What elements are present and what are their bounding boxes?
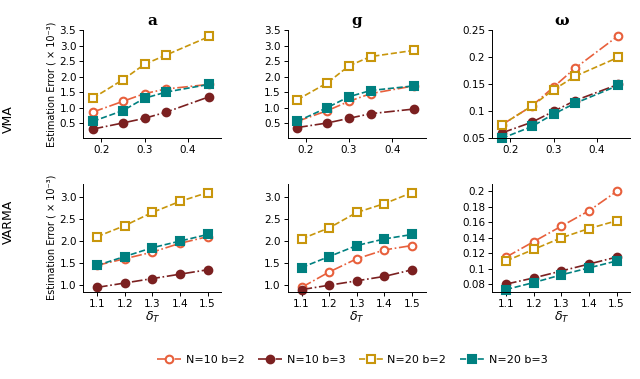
Y-axis label: Estimation Error ( × 10⁻³): Estimation Error ( × 10⁻³) — [47, 175, 57, 301]
Legend: N=10 b=2, N=10 b=3, N=20 b=2, N=20 b=3: N=10 b=2, N=10 b=3, N=20 b=2, N=20 b=3 — [152, 351, 552, 370]
X-axis label: $\delta_T$: $\delta_T$ — [145, 310, 160, 325]
Title: ω: ω — [554, 14, 568, 28]
Text: VARMA: VARMA — [2, 200, 15, 244]
X-axis label: $\delta_T$: $\delta_T$ — [554, 310, 569, 325]
Text: VMA: VMA — [2, 105, 15, 133]
X-axis label: $\delta_T$: $\delta_T$ — [349, 310, 365, 325]
Y-axis label: Estimation Error ( × 10⁻³): Estimation Error ( × 10⁻³) — [47, 22, 57, 147]
Title: a: a — [147, 14, 157, 28]
Title: g: g — [351, 14, 362, 28]
